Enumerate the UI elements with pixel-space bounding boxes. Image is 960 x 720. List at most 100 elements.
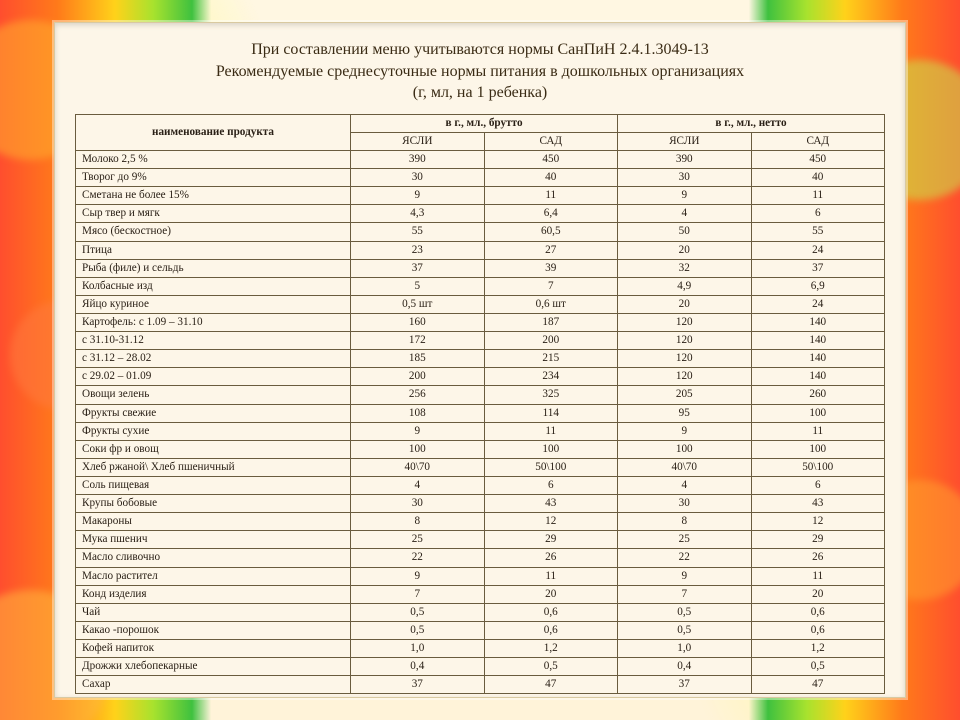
cell-value: 100	[751, 404, 885, 422]
cell-name: Чай	[76, 603, 351, 621]
cell-value: 30	[351, 495, 484, 513]
cell-value: 20	[751, 585, 885, 603]
header-row-1: наименование продукта в г., мл., брутто …	[76, 114, 885, 132]
table-row: Сметана не более 15%911911	[76, 187, 885, 205]
cell-name: Фрукты сухие	[76, 422, 351, 440]
table-row: Мука пшенич25292529	[76, 531, 885, 549]
table-row: с 31.10-31.12172200120140	[76, 332, 885, 350]
cell-value: 43	[751, 495, 885, 513]
cell-value: 0,6	[751, 603, 885, 621]
cell-value: 6	[484, 476, 617, 494]
col-product: наименование продукта	[76, 114, 351, 150]
cell-value: 256	[351, 386, 484, 404]
cell-value: 100	[484, 440, 617, 458]
cell-value: 37	[351, 259, 484, 277]
title-line-2: Рекомендуемые среднесуточные нормы питан…	[216, 63, 744, 80]
table-row: Соки фр и овощ100100100100	[76, 440, 885, 458]
cell-value: 0,5	[484, 658, 617, 676]
cell-value: 11	[484, 567, 617, 585]
cell-value: 22	[351, 549, 484, 567]
cell-value: 6	[751, 476, 885, 494]
table-row: Рыба (филе) и сельдь37393237	[76, 259, 885, 277]
cell-value: 47	[484, 676, 617, 694]
table-row: Творог до 9%30403040	[76, 169, 885, 187]
title-line-1: При составлении меню учитываются нормы С…	[251, 41, 709, 58]
cell-value: 100	[618, 440, 751, 458]
cell-name: Овощи зелень	[76, 386, 351, 404]
cell-value: 0,6	[484, 621, 617, 639]
cell-value: 100	[751, 440, 885, 458]
cell-name: Масло растител	[76, 567, 351, 585]
cell-name: Сметана не более 15%	[76, 187, 351, 205]
cell-value: 55	[351, 223, 484, 241]
table-row: Фрукты свежие10811495100	[76, 404, 885, 422]
cell-value: 234	[484, 368, 617, 386]
cell-name: Макароны	[76, 513, 351, 531]
cell-value: 25	[618, 531, 751, 549]
cell-value: 24	[751, 295, 885, 313]
cell-value: 11	[751, 567, 885, 585]
cell-value: 205	[618, 386, 751, 404]
cell-value: 390	[351, 151, 484, 169]
cell-value: 37	[618, 676, 751, 694]
cell-value: 0,4	[351, 658, 484, 676]
cell-value: 0,4	[618, 658, 751, 676]
cell-value: 37	[751, 259, 885, 277]
cell-value: 12	[751, 513, 885, 531]
cell-value: 185	[351, 350, 484, 368]
cell-value: 39	[484, 259, 617, 277]
cell-value: 4	[618, 476, 751, 494]
cell-value: 4	[618, 205, 751, 223]
cell-value: 114	[484, 404, 617, 422]
cell-value: 9	[351, 567, 484, 585]
cell-name: Кофей напиток	[76, 639, 351, 657]
col-netto: в г., мл., нетто	[618, 114, 885, 132]
cell-value: 450	[484, 151, 617, 169]
table-row: Масло сливочно22262226	[76, 549, 885, 567]
cell-name: Картофель: с 1.09 – 31.10	[76, 313, 351, 331]
table-row: Хлеб ржаной\ Хлеб пшеничный40\7050\10040…	[76, 458, 885, 476]
cell-name: Молоко 2,5 %	[76, 151, 351, 169]
col-brutto-sad: САД	[484, 132, 617, 150]
cell-value: 30	[618, 495, 751, 513]
norms-table: наименование продукта в г., мл., брутто …	[75, 114, 885, 695]
cell-name: Творог до 9%	[76, 169, 351, 187]
cell-value: 40\70	[618, 458, 751, 476]
document-page: При составлении меню учитываются нормы С…	[54, 22, 906, 698]
cell-value: 187	[484, 313, 617, 331]
cell-value: 9	[618, 422, 751, 440]
cell-value: 95	[618, 404, 751, 422]
cell-name: Дрожжи хлебопекарные	[76, 658, 351, 676]
title-line-3: (г, мл, на 1 ребенка)	[413, 84, 548, 101]
cell-value: 20	[618, 241, 751, 259]
col-netto-sad: САД	[751, 132, 885, 150]
table-row: Дрожжи хлебопекарные0,40,50,40,5	[76, 658, 885, 676]
cell-value: 23	[351, 241, 484, 259]
cell-value: 9	[351, 422, 484, 440]
cell-name: Птица	[76, 241, 351, 259]
cell-value: 0,6	[484, 603, 617, 621]
cell-value: 0,5	[751, 658, 885, 676]
cell-value: 120	[618, 350, 751, 368]
cell-value: 0,5	[351, 621, 484, 639]
cell-value: 11	[751, 187, 885, 205]
cell-name: Колбасные изд	[76, 277, 351, 295]
cell-name: с 29.02 – 01.09	[76, 368, 351, 386]
cell-value: 20	[618, 295, 751, 313]
cell-value: 25	[351, 531, 484, 549]
cell-value: 140	[751, 332, 885, 350]
table-row: Овощи зелень256325205260	[76, 386, 885, 404]
cell-name: Какао -порошок	[76, 621, 351, 639]
cell-name: Сыр твер и мягк	[76, 205, 351, 223]
table-row: Птица23272024	[76, 241, 885, 259]
cell-value: 120	[618, 332, 751, 350]
table-row: Какао -порошок0,50,60,50,6	[76, 621, 885, 639]
table-row: с 31.12 – 28.02185215120140	[76, 350, 885, 368]
cell-value: 0,5	[618, 603, 751, 621]
cell-value: 47	[751, 676, 885, 694]
cell-value: 4	[351, 476, 484, 494]
cell-name: с 31.12 – 28.02	[76, 350, 351, 368]
cell-value: 24	[751, 241, 885, 259]
cell-value: 200	[484, 332, 617, 350]
table-row: Крупы бобовые30433043	[76, 495, 885, 513]
